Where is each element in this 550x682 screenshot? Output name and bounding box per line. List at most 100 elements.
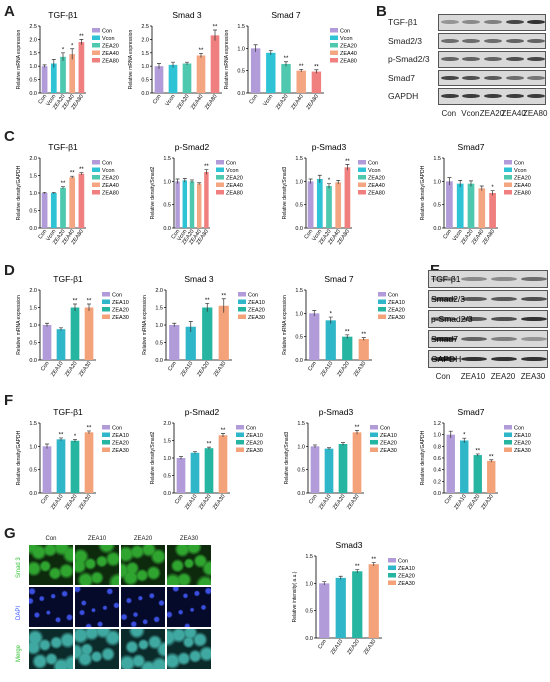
blot-band [483,38,503,43]
bar-zea30 [218,435,228,493]
y-tick-label: 0.0 [29,91,37,97]
bar-zea80 [344,167,351,228]
blot-strip [428,350,548,368]
significance-mark: ** [371,557,376,563]
y-tick-label: 1.0 [29,323,37,329]
y-tick-label: 1.5 [295,156,303,162]
bar-zea20 [352,571,363,638]
legend-swatch [102,292,110,297]
bar-zea20 [189,181,195,228]
x-tick-label: ZEA20 [196,361,211,378]
y-tick-label: 0.5 [237,69,245,75]
error-bar [313,444,317,448]
bar-vcon [168,64,178,93]
microscopy-panel-g: Con ZEA10 ZEA20 ZEA30 Smad 3 DAPI Merge [14,536,242,678]
bar-zea20 [70,440,80,493]
chart-svg-f2: p-Smad2 Relative density/Smad2 0.0 0.5 1.0 1.… [150,407,263,511]
y-tick-label: 1.5 [29,174,37,180]
bar-con [169,325,180,360]
legend-swatch [92,43,100,48]
significance-mark: * [463,433,466,439]
blot-band [491,356,517,362]
y-axis-label: Relative density/Smad3 [282,167,288,220]
x-tick-label: ZEA10 [50,361,65,378]
error-bar [70,175,75,179]
bar-zea80 [311,71,322,93]
y-tick-label: 1.5 [141,51,149,57]
error-bar [490,190,495,196]
blot-lane-label: ZEA80 [522,108,548,118]
y-tick-label: 1.0 [141,64,149,70]
x-tick-label: ZEA20 [64,494,79,511]
significance-mark: ** [87,425,92,431]
blot-band [521,356,547,362]
error-bar [489,459,494,463]
legend-label: ZEA20 [246,441,263,447]
y-tick-label: 2.0 [29,37,37,43]
micro-column-label: Con [45,536,57,542]
x-tick-label: Con [40,494,51,506]
x-tick-label: ZEA20 [467,494,482,511]
y-axis-label: Relative density/Smad2 [150,432,156,485]
error-bar [59,437,63,441]
y-axis-label: Relative density/Smad3 [284,432,290,485]
error-bar [70,48,75,60]
error-bar [469,180,473,187]
chart-title: p-Smad2 [185,407,220,417]
bar-con [309,313,320,360]
x-tick-label: ZEA20 [64,361,79,378]
chart-a3: Smad 7 Relative mRNA expression 0.0 0.5 1.0 1… [222,8,372,123]
blot-band [462,75,481,80]
legend-swatch [92,190,100,195]
x-tick-label: ZEA10 [318,494,333,511]
y-tick-label: 0.0 [163,226,171,232]
legend-swatch [236,425,244,430]
y-axis-label: Relative density/GAPDH [16,165,22,220]
significance-mark: ** [284,56,289,62]
legend-swatch [378,314,386,319]
x-tick-label: ZEA10 [50,494,65,511]
chart-svg-c2: p-Smad2 Relative density/Smad2 0.0 0.5 1.0 1.… [150,142,243,246]
error-bar [185,61,189,65]
blot-band [505,38,524,43]
error-bar [205,302,210,312]
error-bar [79,172,84,175]
y-axis-label: Relative density/GAPDH [420,430,426,485]
y-tick-label: 0.4 [433,468,441,474]
bar-zea80 [204,172,209,228]
error-bar [193,451,197,454]
significance-mark: ** [213,25,218,31]
x-tick-label: ZEA80 [204,94,219,111]
y-tick-label: 1.0 [433,179,441,185]
x-tick-label: Con [249,94,260,106]
y-axis-label: Relative mRNA expression [224,30,230,90]
chart-c1: TGF-β1 Relative density/GAPDH 0.0 0.5 1.0 1.5… [14,140,134,258]
bar-zea20 [338,444,348,493]
x-tick-label: Con [317,639,328,651]
blot-band [462,20,481,25]
blot-band [440,20,459,25]
error-bar [73,303,77,311]
legend-label: ZEA20 [398,574,415,580]
legend-label: ZEA20 [112,441,129,447]
blot-band [527,57,545,62]
chart-title: Smad7 [458,407,485,417]
blot-band [505,20,524,25]
legend-label: ZEA20 [102,176,119,182]
significance-mark: * [62,47,65,53]
error-bar [327,447,331,450]
blot-band [521,296,547,302]
y-tick-label: 0.0 [305,636,313,642]
x-tick-label: ZEA30 [363,639,378,656]
bar-zea10 [190,452,200,493]
x-tick-label: Con [152,94,163,106]
error-bar [175,178,180,184]
micrograph-cell [28,628,74,670]
legend-label: ZEA20 [112,308,129,314]
legend-label: ZEA10 [112,300,129,306]
legend-label: Con [380,426,390,432]
chart-g1: Smad3 Relative intensity( a.u.) 0.0 0.5 1.0 1… [290,538,430,668]
error-bar [73,438,77,443]
y-tick-label: 0.5 [155,341,163,347]
significance-mark: ** [355,425,360,431]
